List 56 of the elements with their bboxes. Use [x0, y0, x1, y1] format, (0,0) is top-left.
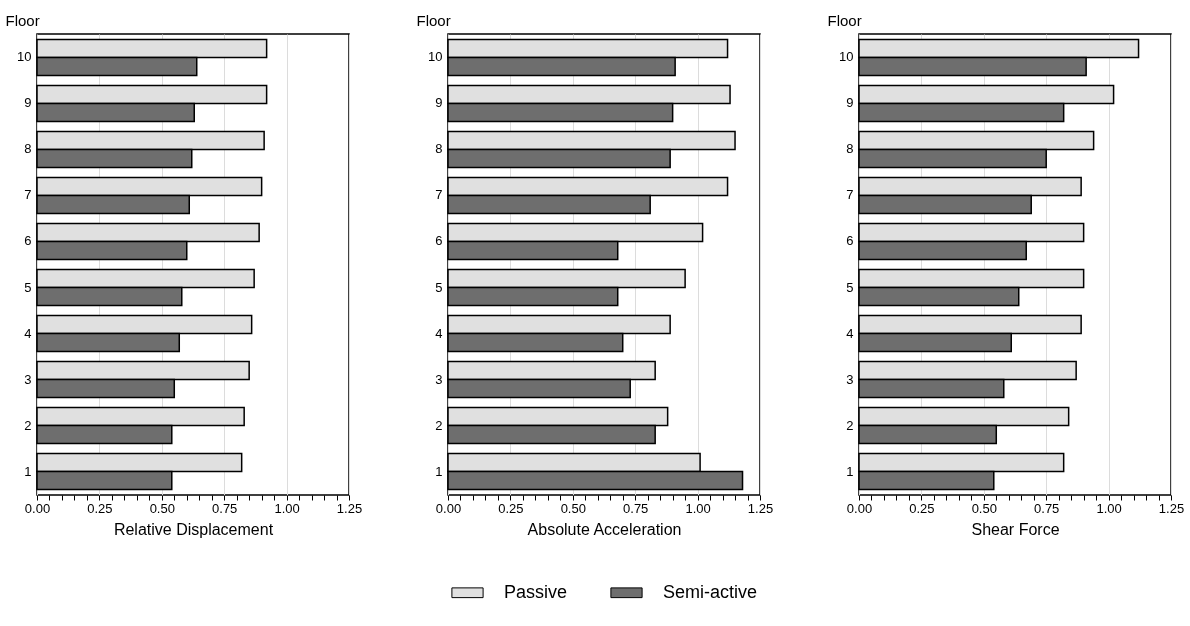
x-tick-label: 1.00 — [274, 500, 300, 516]
x-tick-label: 0.25 — [498, 500, 524, 516]
x-tick-label: 0.25 — [87, 500, 113, 516]
x-axis-title: Relative Displacement — [113, 520, 274, 538]
y-tick-label: 3 — [24, 371, 32, 387]
y-tick-label: 10 — [428, 49, 443, 65]
y-axis-title: Floor — [416, 11, 451, 29]
y-tick-label: 8 — [24, 141, 32, 157]
y-axis-title: Floor — [5, 11, 40, 29]
x-axis-title: Absolute Acceleration — [527, 520, 682, 538]
y-axis-title: Floor — [827, 11, 862, 29]
x-tick-label: 1.25 — [747, 500, 774, 516]
x-tick-label: 0.75 — [623, 500, 649, 516]
y-tick-label: 6 — [24, 233, 32, 249]
y-tick-label: 7 — [435, 187, 443, 203]
x-tick-label: 0.75 — [1034, 500, 1060, 516]
y-tick-label: 5 — [24, 279, 32, 295]
y-tick-label: 9 — [435, 95, 443, 111]
legend-label: Semi-active — [663, 581, 758, 602]
y-tick-label: 1 — [24, 463, 32, 479]
x-tick-label: 0.00 — [24, 500, 51, 516]
y-tick-label: 5 — [435, 279, 443, 295]
x-tick-label: 0.50 — [560, 500, 586, 516]
x-tick-label: 0.50 — [971, 500, 997, 516]
y-tick-label: 3 — [846, 371, 854, 387]
x-axis-title: Shear Force — [971, 520, 1060, 538]
y-tick-label: 8 — [435, 141, 443, 157]
y-tick-label: 5 — [846, 279, 854, 295]
y-tick-label: 6 — [846, 233, 854, 249]
x-tick-label: 0.50 — [149, 500, 175, 516]
x-tick-label: 0.25 — [909, 500, 935, 516]
x-tick-label: 0.00 — [846, 500, 873, 516]
y-tick-label: 1 — [846, 463, 854, 479]
y-tick-label: 8 — [846, 141, 854, 157]
legend-label: Passive — [504, 581, 568, 602]
y-tick-label: 2 — [435, 417, 443, 433]
y-tick-label: 10 — [17, 49, 32, 65]
y-tick-label: 4 — [435, 325, 443, 341]
y-tick-label: 4 — [24, 325, 32, 341]
y-tick-label: 6 — [435, 233, 443, 249]
y-tick-label: 1 — [435, 463, 443, 479]
y-tick-label: 2 — [846, 417, 854, 433]
y-tick-label: 4 — [846, 325, 854, 341]
y-tick-label: 7 — [24, 187, 32, 203]
x-tick-label: 1.25 — [336, 500, 363, 516]
y-tick-label: 2 — [24, 417, 32, 433]
x-tick-label: 1.00 — [1096, 500, 1122, 516]
y-tick-label: 3 — [435, 371, 443, 387]
y-tick-label: 9 — [24, 95, 32, 111]
x-tick-label: 1.25 — [1158, 500, 1185, 516]
x-tick-label: 1.00 — [685, 500, 711, 516]
y-tick-label: 7 — [846, 187, 854, 203]
y-tick-label: 9 — [846, 95, 854, 111]
x-tick-label: 0.00 — [435, 500, 462, 516]
y-tick-label: 10 — [839, 49, 854, 65]
x-tick-label: 0.75 — [212, 500, 238, 516]
